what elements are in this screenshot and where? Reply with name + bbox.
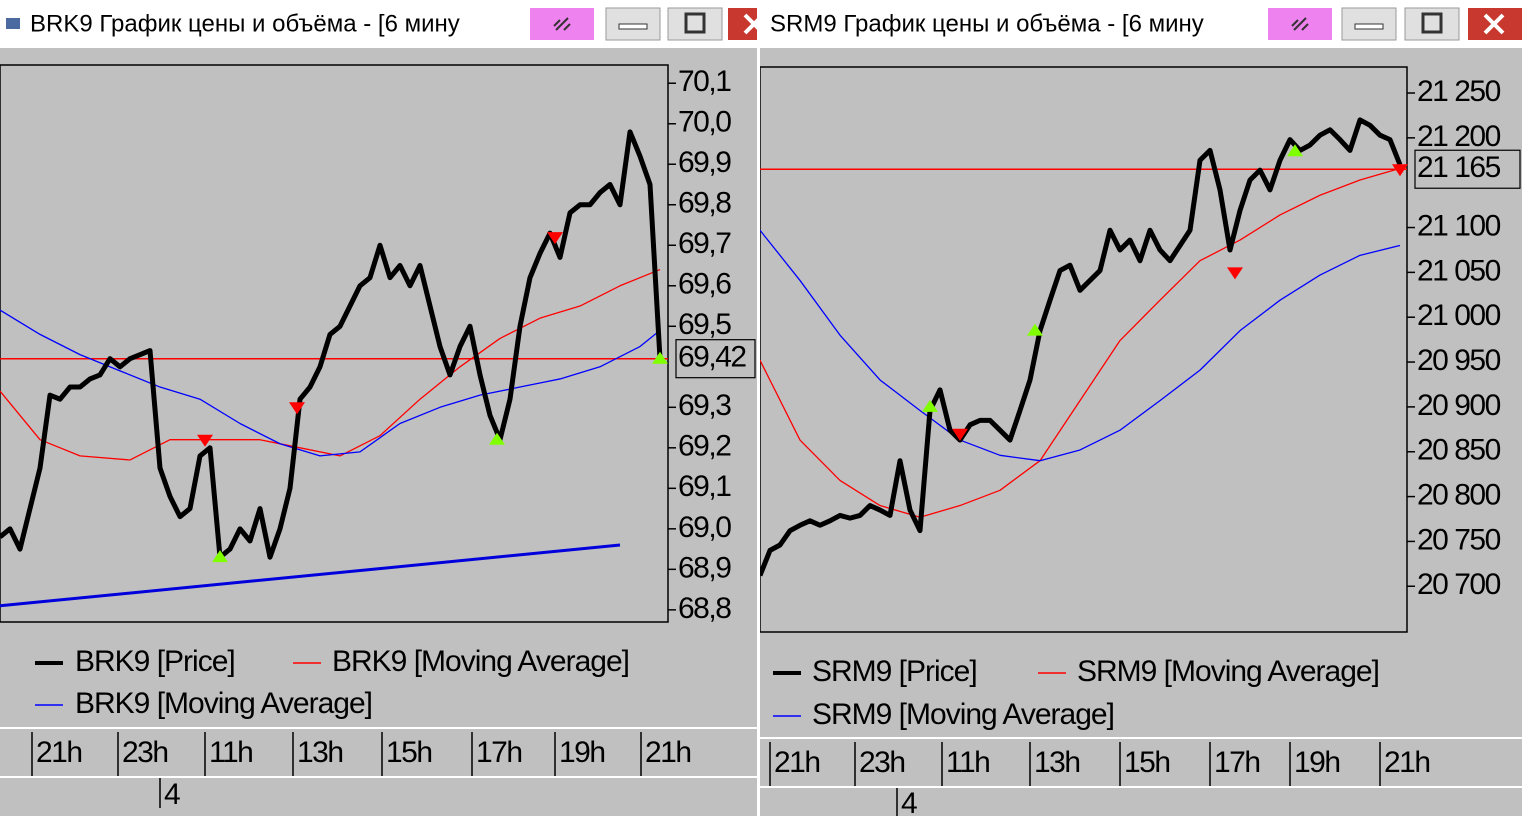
legend-label: BRK9 [Price] [75,645,235,678]
sell-marker [1227,267,1243,280]
x-tick-label: 19h [1294,746,1340,779]
x-tick-label: 13h [297,736,343,769]
y-tick-label: 68,8 [678,592,731,625]
y-tick-label: 21 200 [1417,120,1501,153]
y-tick-label: 20 750 [1417,523,1501,556]
moving-average-line [0,268,661,461]
y-tick-label: 21 050 [1417,254,1501,287]
y-tick-label: 20 700 [1417,568,1501,601]
x-tick-label: 21h [645,736,691,769]
price-level-box [1414,149,1521,189]
sell-marker [1392,164,1408,177]
y-tick-label: 70,1 [678,65,731,98]
buy-marker [652,351,668,364]
legend-label: BRK9 [Moving Average] [75,687,372,720]
y-tick-label: 21 250 [1417,75,1501,108]
x-tick-label: 15h [1124,746,1170,779]
buy-marker [489,432,505,445]
moving-average-line [759,229,1401,462]
link-icon [1291,17,1309,31]
moving-average-line [759,167,1401,518]
window-title: SRM9 График цены и объёма - [6 мину [770,10,1204,37]
minimize-icon [618,23,648,30]
sell-marker [547,232,563,245]
sell-marker [197,434,213,447]
x-tick-label: 13h [1034,746,1080,779]
y-tick-label: 69,5 [678,308,731,341]
y-tick-label: 69,9 [678,146,731,179]
legend-label: BRK9 [Moving Average] [332,645,629,678]
link-icon [553,17,571,31]
date-label: 4 [164,778,180,811]
trend-line [0,543,621,608]
legend-label: SRM9 [Price] [812,655,977,688]
moving-average-line [0,309,661,457]
y-tick-label: 20 900 [1417,389,1501,422]
x-tick-label: 11h [209,736,252,769]
y-tick-label: 69,0 [678,511,731,544]
x-tick-label: 21h [36,736,82,769]
y-tick-label: 21 000 [1417,299,1501,332]
y-tick-label: 69,8 [678,187,731,220]
x-tick-label: 21h [1384,746,1430,779]
date-label: 4 [901,787,917,816]
legend-label: SRM9 [Moving Average] [812,698,1114,731]
price-level-label: 69,42 [678,341,746,374]
sell-marker [952,428,968,441]
x-tick-label: 15h [386,736,432,769]
window-gap [757,0,760,816]
buy-marker [1027,323,1043,336]
price-line [757,117,1403,577]
y-tick-label: 69,7 [678,227,731,260]
x-tick-label: 17h [1214,746,1260,779]
y-tick-label: 68,9 [678,551,731,584]
buy-marker [212,550,228,563]
buy-marker [922,399,938,412]
window-icon [6,18,20,29]
price-level-box [675,339,756,379]
maximize-icon [684,12,706,34]
y-tick-label: 70,0 [678,106,731,139]
x-tick-label: 21h [774,746,820,779]
price-level-label: 21 165 [1417,151,1501,184]
window-title: BRK9 График цены и объёма - [6 мину [30,10,460,37]
x-tick-label: 17h [476,736,522,769]
minimize-icon [1354,23,1384,30]
close-icon [1483,13,1505,35]
x-tick-label: 23h [859,746,905,779]
y-tick-label: 69,2 [678,430,731,463]
y-tick-label: 69,1 [678,470,731,503]
maximize-icon [1421,12,1443,34]
y-tick-label: 69,3 [678,389,731,422]
buy-marker [1287,144,1303,157]
x-tick-label: 11h [946,746,989,779]
x-tick-label: 23h [122,736,168,769]
y-tick-label: 20 950 [1417,344,1501,377]
y-tick-label: 20 800 [1417,479,1501,512]
legend-label: SRM9 [Moving Average] [1077,655,1379,688]
y-tick-label: 21 100 [1417,209,1501,242]
plot-area [0,64,669,623]
plot-area [759,66,1408,633]
y-tick-label: 69,6 [678,268,731,301]
x-tick-label: 19h [559,736,605,769]
y-tick-label: 20 850 [1417,434,1501,467]
sell-marker [289,402,305,415]
